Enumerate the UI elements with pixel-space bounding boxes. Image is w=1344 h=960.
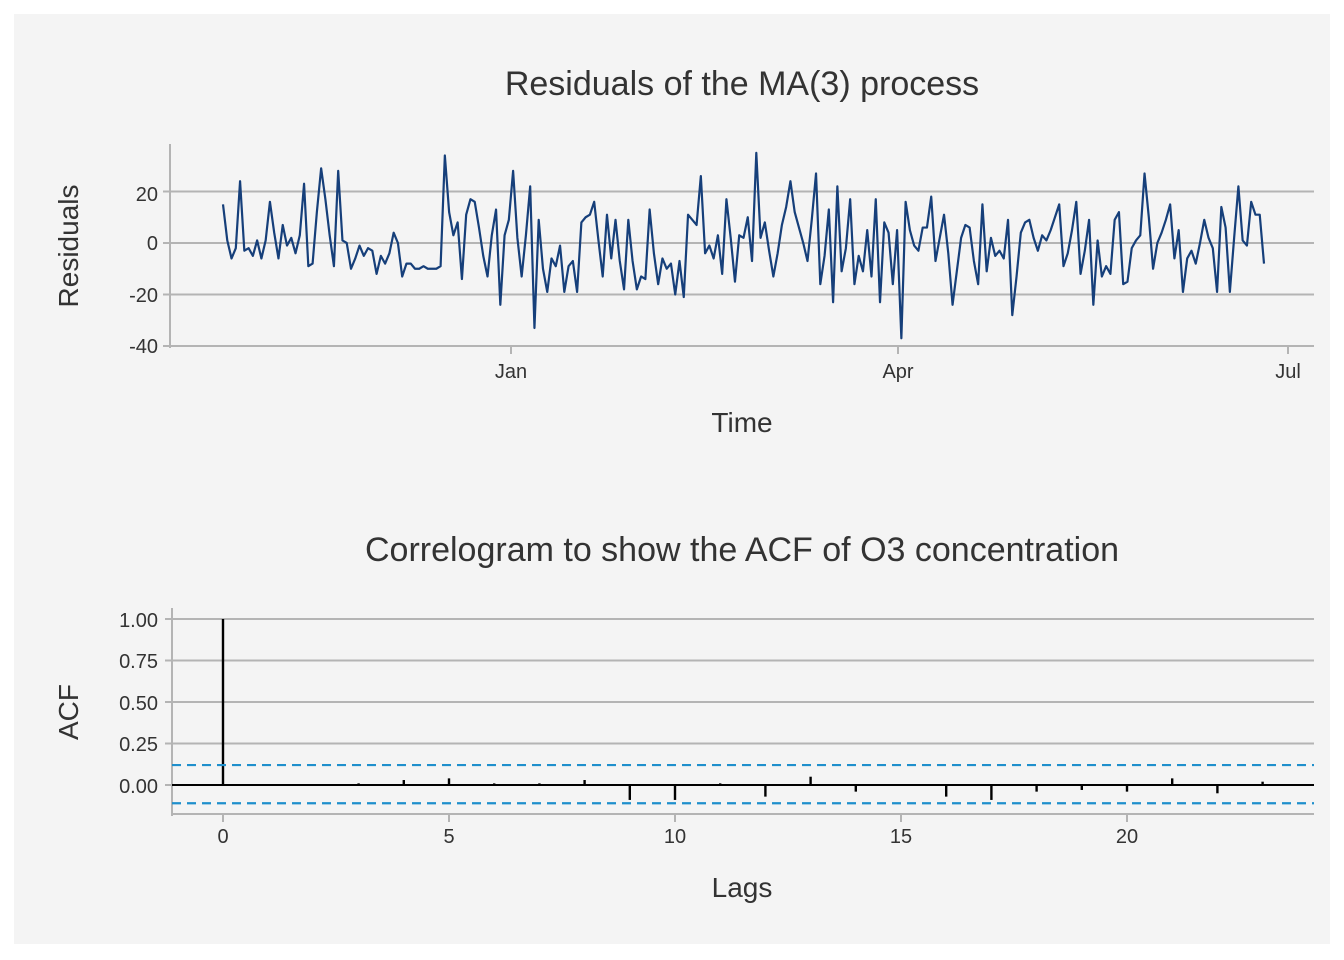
acf-x-tick-label: 10 bbox=[664, 826, 686, 848]
acf-x-tick-label: 0 bbox=[217, 826, 228, 848]
residuals-y-tick-label: 20 bbox=[136, 184, 158, 206]
residuals-x-ticks: Jan Apr Jul bbox=[495, 346, 1301, 383]
acf-y-axis-title: ACF bbox=[53, 684, 84, 740]
residuals-y-axis-title: Residuals bbox=[53, 185, 84, 308]
acf-y-tick-label: 0.25 bbox=[119, 734, 158, 756]
residuals-y-tick-label: -40 bbox=[129, 336, 158, 358]
residuals-x-tick-label: Jul bbox=[1275, 361, 1301, 383]
acf-y-tick-label: 1.00 bbox=[119, 610, 158, 632]
acf-chart: Correlogram to show the ACF of O3 concen… bbox=[53, 531, 1314, 903]
figure-panel bbox=[14, 14, 1330, 944]
residuals-x-axis-title: Time bbox=[711, 407, 772, 438]
residuals-x-tick-label: Apr bbox=[882, 361, 913, 383]
residuals-x-tick-label: Jan bbox=[495, 361, 527, 383]
acf-bars bbox=[172, 619, 1314, 805]
acf-x-axis-title: Lags bbox=[712, 872, 773, 903]
residuals-chart: Residuals of the MA(3) process 20 0 -20 … bbox=[53, 65, 1314, 438]
residuals-series-line bbox=[221, 151, 1266, 340]
acf-y-tick-label: 0.00 bbox=[119, 776, 158, 798]
acf-x-tick-label: 5 bbox=[443, 826, 454, 848]
residuals-y-tick-label: -20 bbox=[129, 285, 158, 307]
acf-gridlines bbox=[165, 618, 1314, 786]
acf-y-ticks: 1.00 0.75 0.50 0.25 0.00 bbox=[119, 610, 158, 798]
acf-y-tick-label: 0.75 bbox=[119, 651, 158, 673]
residuals-chart-title: Residuals of the MA(3) process bbox=[505, 65, 979, 103]
residuals-y-ticks: 20 0 -20 -40 bbox=[129, 184, 158, 358]
acf-y-tick-label: 0.50 bbox=[119, 693, 158, 715]
acf-x-tick-label: 15 bbox=[890, 826, 912, 848]
residuals-y-tick-label: 0 bbox=[147, 233, 158, 255]
acf-x-ticks: 0 5 10 15 20 bbox=[217, 814, 1138, 848]
acf-x-tick-label: 20 bbox=[1116, 826, 1138, 848]
acf-chart-title: Correlogram to show the ACF of O3 concen… bbox=[365, 531, 1119, 569]
